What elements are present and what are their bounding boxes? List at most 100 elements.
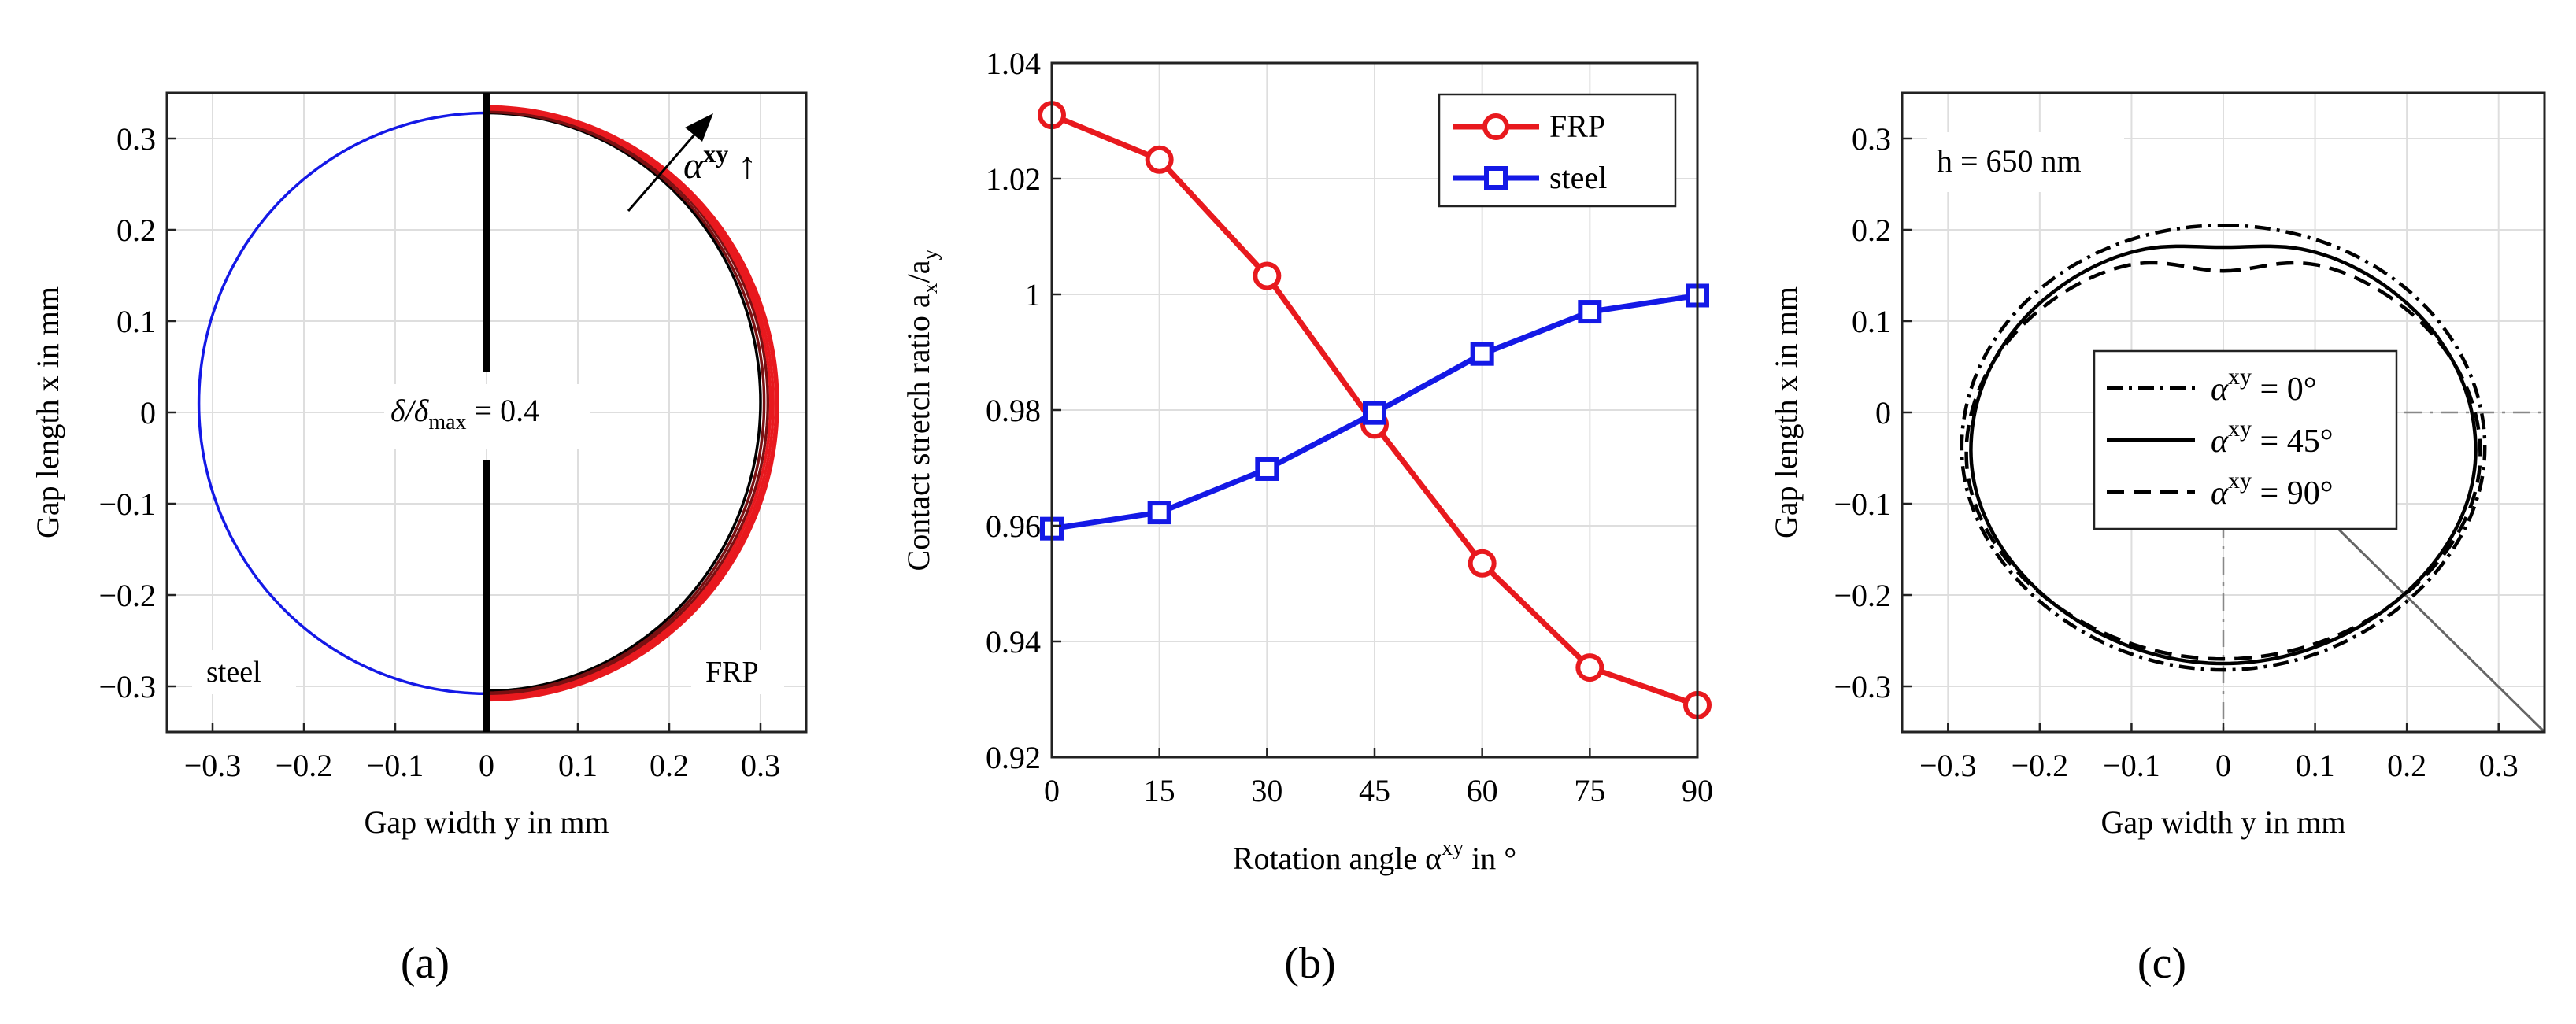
steel-label-bg — [192, 650, 296, 694]
alpha-superscript: xy — [703, 139, 728, 168]
alpha-annotation: αxy ↑ — [683, 139, 757, 187]
x-tick-label: −0.2 — [276, 748, 333, 783]
y-axis-label: Contact stretch ratio ax/ay — [901, 250, 942, 571]
y-tick-label: −0.2 — [1834, 578, 1891, 613]
legend-value-45: = 45° — [2252, 423, 2333, 460]
ratio-value: = 0.4 — [467, 393, 540, 428]
panel-a: −0.3 −0.2 −0.1 0 0.1 0.2 0.3 0.3 0.2 0.1 0 −0.1 −0.2… — [30, 91, 808, 988]
legend-box — [1438, 93, 1677, 208]
alpha-up-arrow: ↑ — [728, 145, 757, 187]
legend-frp-label: FRP — [1549, 109, 1605, 144]
y-tick-label: 0.1 — [1852, 304, 1891, 339]
x-tick-label: 45 — [1359, 773, 1390, 808]
y-axis-label-main: Contact stretch ratio a — [901, 294, 936, 571]
series-curve-frp-30- — [486, 109, 770, 697]
y-tick-label: 0.2 — [1852, 213, 1891, 248]
panel-label-a: (a) — [401, 939, 450, 988]
alpha-arrow-head — [685, 113, 713, 142]
legend-sup-90: xy — [2228, 468, 2252, 494]
legend-alpha-90: α — [2211, 475, 2229, 512]
series-curve-frp-60- — [486, 106, 775, 700]
x-axis-label-suffix: in ° — [1464, 841, 1516, 876]
plot-lines — [1038, 101, 1712, 719]
x-tick-label: 0 — [479, 748, 494, 783]
tick-labels: −0.3 −0.2 −0.1 0 0.1 0.2 0.3 0.3 0.2 0.1 0 −0.1 −0.2… — [1834, 121, 2518, 783]
legend: αxy = 0° αxy = 45° αxy = 90° — [2093, 349, 2398, 530]
x-tick-label: −0.2 — [2012, 748, 2069, 783]
x-tick-label: 0.1 — [2296, 748, 2335, 783]
legend-label-0deg: αxy = 0° — [2211, 364, 2317, 408]
y-axis-label: Gap length x in mm — [30, 286, 65, 538]
data-point-frp — [1253, 261, 1282, 290]
x-axis-label-main: Rotation angle α — [1233, 841, 1442, 876]
y-tick-label: 1.04 — [986, 46, 1041, 81]
x-tick-label: 0.2 — [2387, 748, 2426, 783]
y-tick-label: 0 — [140, 395, 156, 431]
ratio-label-bg — [384, 384, 590, 449]
x-tick-label: 0 — [2215, 748, 2231, 783]
x-axis-label: Gap width y in mm — [364, 804, 609, 840]
y-tick-label: −0.2 — [98, 578, 156, 613]
legend-sup-0: xy — [2228, 364, 2252, 390]
x-tick-label: 75 — [1574, 773, 1605, 808]
x-tick-label: −0.1 — [367, 748, 424, 783]
y-tick-label: 0.2 — [117, 213, 156, 248]
panel-b: 0 15 30 45 60 75 90 0.92 0.94 0.96 0.98 1 1.02 1.04 F… — [901, 46, 1713, 988]
data-point-steel — [1578, 300, 1602, 324]
y-axis-label-mid: /a — [901, 260, 936, 283]
legend-steel-label: steel — [1549, 160, 1607, 195]
y-axis-label-sub1: x — [918, 283, 942, 294]
x-tick-label: 15 — [1144, 773, 1175, 808]
series-curve-dashdot — [1960, 223, 2487, 672]
series-curve-frp-15- — [486, 110, 766, 694]
frp-label: FRP — [705, 656, 759, 689]
data-point-steel — [1255, 457, 1279, 481]
x-axis-label: Gap width y in mm — [2100, 804, 2345, 840]
y-axis-label: Gap length x in mm — [1768, 286, 1804, 538]
data-point-frp — [1468, 549, 1497, 578]
legend-steel-marker — [1484, 166, 1508, 190]
diagonal-line — [2337, 527, 2546, 734]
y-tick-label: 0.1 — [117, 304, 156, 339]
series-curve-frp-90- — [486, 105, 779, 702]
legend-label-45deg: αxy = 45° — [2211, 416, 2334, 460]
ratio-annotation: δ/δmax = 0.4 — [390, 393, 539, 434]
x-axis-label: Rotation angle αxy in ° — [1233, 836, 1516, 876]
series-curve-dashed — [1964, 261, 2482, 661]
y-tick-label: 1 — [1025, 277, 1041, 312]
legend-sup-45: xy — [2228, 416, 2252, 442]
legend-label-90deg: αxy = 90° — [2211, 468, 2334, 512]
y-axis-label-sub2: y — [918, 250, 942, 261]
plot-lines — [197, 105, 779, 702]
y-tick-label: 0.3 — [1852, 121, 1891, 157]
alpha-arrow-line — [627, 127, 702, 212]
x-tick-label: 0.3 — [2479, 748, 2519, 783]
tick-labels: 0 15 30 45 60 75 90 0.92 0.94 0.96 0.98 1 1.02 1.04 — [986, 46, 1713, 808]
legend-value-90: = 90° — [2252, 475, 2333, 512]
legend: FRP steel — [1438, 93, 1677, 208]
y-tick-label: −0.3 — [98, 669, 156, 704]
panel-label-c: (c) — [2137, 939, 2186, 988]
data-point-steel — [1363, 401, 1386, 425]
data-point-frp — [1145, 145, 1174, 174]
y-tick-label: 0.3 — [117, 121, 156, 157]
y-tick-label: 0.98 — [986, 393, 1041, 428]
y-tick-label: −0.1 — [1834, 486, 1891, 522]
y-tick-label: −0.1 — [98, 486, 156, 522]
y-tick-label: 0 — [1875, 395, 1891, 431]
panel-label-b: (b) — [1284, 939, 1335, 988]
series-curve-steel — [197, 111, 487, 696]
y-tick-label: −0.3 — [1834, 669, 1891, 704]
y-tick-label: 0.96 — [986, 508, 1041, 544]
x-tick-label: −0.3 — [184, 748, 242, 783]
legend-frp-marker — [1482, 113, 1509, 140]
steel-label: steel — [206, 656, 261, 689]
y-tick-label: 1.02 — [986, 161, 1041, 197]
x-tick-label: 0.3 — [741, 748, 780, 783]
data-point-steel — [1147, 501, 1171, 525]
x-tick-label: 90 — [1682, 773, 1713, 808]
data-point-frp — [1575, 653, 1604, 682]
h-annotation-bg — [1927, 132, 2124, 192]
x-tick-label: 60 — [1467, 773, 1498, 808]
